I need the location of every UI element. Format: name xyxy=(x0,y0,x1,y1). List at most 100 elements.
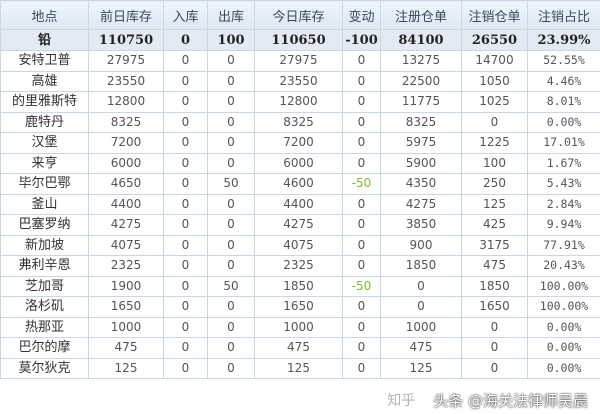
cell-prev-stock: 1000 xyxy=(88,316,164,338)
cell-change: 0 xyxy=(342,111,381,133)
cell-in: 0 xyxy=(163,337,208,359)
cell-today-stock: 12800 xyxy=(254,91,343,113)
cell-today-stock: 1650 xyxy=(254,296,343,318)
header-change: 变动 xyxy=(342,0,381,30)
cell-in: 0 xyxy=(163,214,208,236)
cell-registered: 3850 xyxy=(380,214,462,236)
cell-registered: 475 xyxy=(380,337,462,359)
cell-cancelled: 26550 xyxy=(461,29,528,51)
cell-location: 鹿特丹 xyxy=(0,111,89,133)
cell-change: 0 xyxy=(342,296,381,318)
cell-out: 0 xyxy=(207,152,255,174)
cell-registered: 1850 xyxy=(380,255,462,277)
cell-in: 0 xyxy=(163,91,208,113)
cell-cancel-ratio: 5.43% xyxy=(527,173,600,195)
table-row: 洛杉矶 1650 0 0 1650 0 0 1650 100.00% xyxy=(0,296,600,318)
cell-in: 0 xyxy=(163,132,208,154)
header-registered: 注册仓单 xyxy=(380,0,462,30)
cell-cancel-ratio: 17.01% xyxy=(527,132,600,154)
cell-registered: 22500 xyxy=(380,70,462,92)
cell-location: 弗利辛恩 xyxy=(0,255,89,277)
cell-cancelled: 1225 xyxy=(461,132,528,154)
cell-location: 的里雅斯特 xyxy=(0,91,89,113)
cell-registered: 900 xyxy=(380,234,462,256)
cell-cancel-ratio: 23.99% xyxy=(527,29,600,51)
cell-change: -50 xyxy=(342,173,381,195)
cell-location: 釜山 xyxy=(0,193,89,215)
header-row: 地点 前日库存 入库 出库 今日库存 变动 注册仓单 注销仓单 注销占比 xyxy=(0,0,600,30)
cell-in: 0 xyxy=(163,111,208,133)
cell-out: 0 xyxy=(207,316,255,338)
cell-location: 高雄 xyxy=(0,70,89,92)
cell-location: 汉堡 xyxy=(0,132,89,154)
cell-prev-stock: 110750 xyxy=(88,29,164,51)
cell-prev-stock: 12800 xyxy=(88,91,164,113)
cell-location: 毕尔巴鄂 xyxy=(0,173,89,195)
table-row: 鹿特丹 8325 0 0 8325 0 8325 0 0.00% xyxy=(0,111,600,133)
cell-in: 0 xyxy=(163,357,208,379)
cell-prev-stock: 1650 xyxy=(88,296,164,318)
cell-change: 0 xyxy=(342,337,381,359)
cell-cancelled: 0 xyxy=(461,316,528,338)
cell-location: 铅 xyxy=(0,29,89,51)
total-row: 铅 110750 0 100 110650 -100 84100 26550 23.99% xyxy=(0,29,600,51)
cell-in: 0 xyxy=(163,50,208,72)
cell-cancel-ratio: 77.91% xyxy=(527,234,600,256)
cell-location: 洛杉矶 xyxy=(0,296,89,318)
cell-cancel-ratio: 0.00% xyxy=(527,316,600,338)
cell-location: 巴尔的摩 xyxy=(0,337,89,359)
cell-today-stock: 7200 xyxy=(254,132,343,154)
cell-cancelled: 425 xyxy=(461,214,528,236)
watermark-secondary: 知乎 xyxy=(387,393,416,409)
cell-in: 0 xyxy=(163,255,208,277)
cell-registered: 125 xyxy=(380,357,462,379)
cell-today-stock: 6000 xyxy=(254,152,343,174)
cell-location: 来亨 xyxy=(0,152,89,174)
cell-prev-stock: 1900 xyxy=(88,275,164,297)
cell-registered: 4350 xyxy=(380,173,462,195)
cell-in: 0 xyxy=(163,152,208,174)
cell-change: 0 xyxy=(342,316,381,338)
cell-prev-stock: 8325 xyxy=(88,111,164,133)
cell-cancel-ratio: 1.67% xyxy=(527,152,600,174)
cell-location: 新加坡 xyxy=(0,234,89,256)
cell-today-stock: 475 xyxy=(254,337,343,359)
cell-today-stock: 4275 xyxy=(254,214,343,236)
cell-location: 安特卫普 xyxy=(0,50,89,72)
cell-change: 0 xyxy=(342,70,381,92)
cell-change: 0 xyxy=(342,234,381,256)
cell-change: 0 xyxy=(342,357,381,379)
cell-cancel-ratio: 52.55% xyxy=(527,50,600,72)
cell-prev-stock: 6000 xyxy=(88,152,164,174)
cell-prev-stock: 4650 xyxy=(88,173,164,195)
cell-out: 0 xyxy=(207,255,255,277)
cell-prev-stock: 475 xyxy=(88,337,164,359)
cell-cancelled: 0 xyxy=(461,337,528,359)
cell-today-stock: 125 xyxy=(254,357,343,379)
cell-cancelled: 100 xyxy=(461,152,528,174)
cell-in: 0 xyxy=(163,29,208,51)
cell-cancel-ratio: 0.00% xyxy=(527,111,600,133)
cell-change: 0 xyxy=(342,152,381,174)
cell-out: 0 xyxy=(207,91,255,113)
cell-registered: 1000 xyxy=(380,316,462,338)
cell-out: 0 xyxy=(207,357,255,379)
header-out: 出库 xyxy=(207,0,255,30)
cell-cancel-ratio: 2.84% xyxy=(527,193,600,215)
watermark: 头条 @海关法律师吴晨 xyxy=(433,391,588,410)
cell-prev-stock: 4075 xyxy=(88,234,164,256)
cell-change: 0 xyxy=(342,214,381,236)
cell-in: 0 xyxy=(163,296,208,318)
cell-change: 0 xyxy=(342,91,381,113)
table-row: 安特卫普 27975 0 0 27975 0 13275 14700 52.55% xyxy=(0,50,600,72)
table-row: 热那亚 1000 0 0 1000 0 1000 0 0.00% xyxy=(0,316,600,338)
cell-in: 0 xyxy=(163,193,208,215)
cell-in: 0 xyxy=(163,173,208,195)
cell-cancelled: 1050 xyxy=(461,70,528,92)
cell-cancel-ratio: 0.00% xyxy=(527,337,600,359)
table-row: 巴塞罗纳 4275 0 0 4275 0 3850 425 9.94% xyxy=(0,214,600,236)
cell-cancel-ratio: 20.43% xyxy=(527,255,600,277)
cell-cancel-ratio: 4.46% xyxy=(527,70,600,92)
cell-change: -100 xyxy=(342,29,381,51)
cell-out: 0 xyxy=(207,193,255,215)
